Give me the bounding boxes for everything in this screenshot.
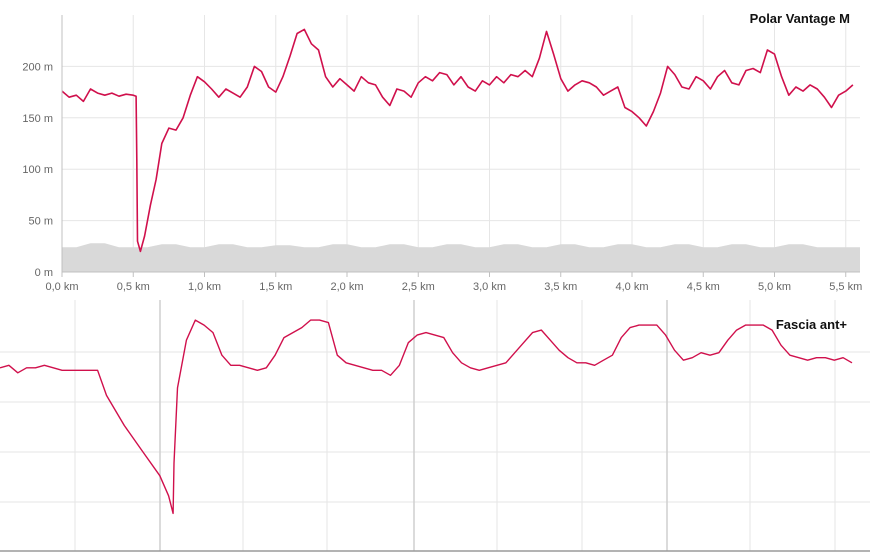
- top-x-tick-label: 1,5 km: [259, 281, 292, 293]
- top-y-tick-label: 150 m: [22, 113, 53, 125]
- top-x-tick-label: 3,5 km: [544, 281, 577, 293]
- top-axes: [61, 15, 860, 277]
- top-x-tick-label: 3,0 km: [473, 281, 506, 293]
- bottom-altitude-series: [0, 319, 853, 515]
- top-altitude-series: [61, 28, 854, 253]
- top-elevation-area-path: [62, 243, 860, 272]
- top-x-tick-label: 4,0 km: [615, 281, 648, 293]
- top-x-tick-label: 2,5 km: [402, 281, 435, 293]
- top-elevation-area: [62, 243, 860, 272]
- top-x-tick-label: 1,0 km: [188, 281, 221, 293]
- bottom-grid: [0, 300, 870, 551]
- bottom-chart-title: Fascia ant+: [776, 317, 848, 332]
- top-y-tick-label: 50 m: [29, 216, 53, 228]
- top-x-tick-labels: 0,0 km 0,5 km 1,0 km 1,5 km 2,0 km 2,5 km 3,0 …: [45, 281, 862, 293]
- top-altitude-line: [61, 28, 854, 253]
- bottom-altitude-line: [0, 319, 853, 515]
- top-y-tick-label: 100 m: [22, 164, 53, 176]
- top-x-tick-label: 2,0 km: [330, 281, 363, 293]
- top-y-tick-labels: 0 m 50 m 100 m 150 m 200 m: [22, 61, 53, 279]
- top-x-tick-label: 5,0 km: [758, 281, 791, 293]
- top-y-tick-label: 0 m: [35, 267, 53, 279]
- top-x-tick-label: 0,0 km: [45, 281, 78, 293]
- top-chart-title: Polar Vantage M: [750, 11, 850, 26]
- top-grid: [61, 15, 860, 273]
- top-y-tick-label: 200 m: [22, 61, 53, 73]
- top-x-tick-label: 0,5 km: [117, 281, 150, 293]
- top-x-tick-label: 4,5 km: [687, 281, 720, 293]
- top-x-tick-label: 5,5 km: [829, 281, 862, 293]
